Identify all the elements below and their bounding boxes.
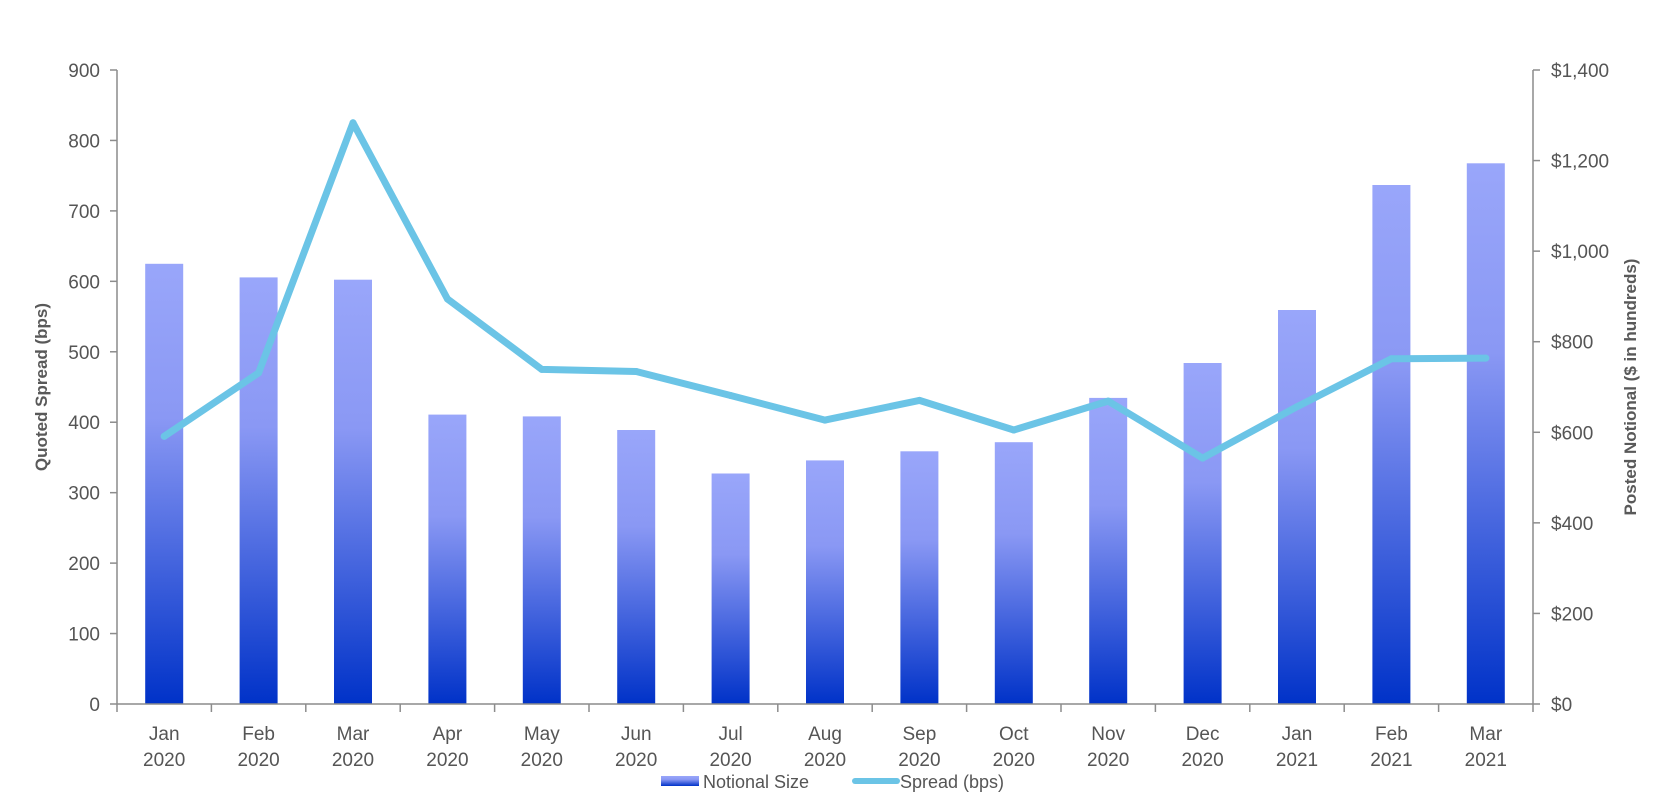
x-tick-label-month: Oct xyxy=(999,724,1029,745)
y-left-tick-label: 600 xyxy=(68,272,100,293)
x-tick-label-year: 2020 xyxy=(993,750,1035,771)
spread-point-8 xyxy=(915,396,923,404)
y-right-ticks: $0 $200 $400 $600 $800 $1,000 $1,200 $1,400 xyxy=(1533,61,1609,716)
y-right-tick-label: $1,000 xyxy=(1551,242,1609,263)
bar-11 xyxy=(1183,363,1222,704)
y-left-ticks: 0 100 200 300 400 500 600 700 800 900 xyxy=(68,61,117,716)
x-tick-label-month: Nov xyxy=(1091,724,1125,745)
x-tick-label-month: Mar xyxy=(1469,724,1502,745)
bar-13 xyxy=(1372,185,1411,704)
bar-6 xyxy=(711,473,750,704)
y-left-tick-label: 400 xyxy=(68,413,100,434)
bar-4 xyxy=(522,416,561,704)
y-left-tick-label: 500 xyxy=(68,343,100,364)
y-right-tick-label: $1,200 xyxy=(1551,152,1609,173)
y-left-tick-label: 300 xyxy=(68,484,100,505)
x-tick-label-year: 2020 xyxy=(143,750,185,771)
y-left-axis-title: Quoted Spread (bps) xyxy=(32,303,51,471)
x-tick-label-month: Dec xyxy=(1186,724,1220,745)
x-tick-label-month: Jul xyxy=(718,724,742,745)
spread-line-group xyxy=(160,119,1490,462)
y-right-tick-label: $0 xyxy=(1551,695,1572,716)
x-tick-label-year: 2020 xyxy=(804,750,846,771)
y-left-tick-label: 200 xyxy=(68,554,100,575)
bar-7 xyxy=(806,460,844,704)
bar-10 xyxy=(1089,397,1128,704)
spread-point-14 xyxy=(1482,354,1490,362)
x-tick-label-month: Jun xyxy=(621,724,652,745)
x-tick-label-month: Jan xyxy=(1282,724,1313,745)
y-left-tick-label: 700 xyxy=(68,202,100,223)
x-tick-label-year: 2020 xyxy=(709,750,751,771)
spread-point-7 xyxy=(821,416,829,424)
y-left-tick-label: 0 xyxy=(89,695,100,716)
bar-2 xyxy=(334,279,372,704)
y-left-tick-label: 100 xyxy=(68,625,100,646)
x-tick-label-year: 2020 xyxy=(1181,750,1223,771)
spread-point-2 xyxy=(349,119,357,127)
axes-group xyxy=(116,70,1534,705)
x-tick-label-month: Feb xyxy=(242,724,275,745)
y-right-tick-label: $400 xyxy=(1551,514,1593,535)
spread-point-10 xyxy=(1104,397,1112,405)
spread-point-9 xyxy=(1010,426,1018,434)
x-tick-label-year: 2020 xyxy=(521,750,563,771)
y-left-tick-label: 900 xyxy=(68,61,100,82)
y-left-tick-label: 800 xyxy=(68,131,100,152)
bar-8 xyxy=(900,451,939,704)
x-tick-label-year: 2021 xyxy=(1276,750,1318,771)
x-tick-label-year: 2020 xyxy=(615,750,657,771)
bar-14 xyxy=(1466,163,1505,705)
x-tick-label-month: May xyxy=(524,724,560,745)
bars-group xyxy=(145,163,1505,705)
x-tick-label-month: Jan xyxy=(149,724,180,745)
spread-point-1 xyxy=(255,369,263,377)
x-tick-label-year: 2020 xyxy=(1087,750,1129,771)
x-tick-label-year: 2021 xyxy=(1465,750,1507,771)
x-tick-label-month: Feb xyxy=(1375,724,1408,745)
y-right-axis-title: Posted Notional ($ in hundreds) xyxy=(1621,259,1640,516)
bar-5 xyxy=(617,430,656,704)
spread-point-13 xyxy=(1387,355,1395,363)
y-right-tick-label: $1,400 xyxy=(1551,61,1609,82)
y-right-tick-label: $800 xyxy=(1551,333,1593,354)
legend-label-notional: Notional Size xyxy=(703,772,809,792)
legend: Notional Size Spread (bps) xyxy=(661,772,1004,792)
x-tick-label-month: Aug xyxy=(808,724,842,745)
spread-point-0 xyxy=(160,432,168,440)
x-tick-label-year: 2020 xyxy=(426,750,468,771)
legend-label-spread: Spread (bps) xyxy=(900,772,1004,792)
x-ticks: Jan 2020 Feb 2020 Mar 2020 Apr 2020 May 2020 Jun 20… xyxy=(116,704,1534,771)
x-tick-label-year: 2020 xyxy=(237,750,279,771)
x-tick-label-month: Mar xyxy=(337,724,370,745)
y-right-tick-label: $200 xyxy=(1551,604,1593,625)
bar-0 xyxy=(145,263,184,704)
spread-point-3 xyxy=(443,295,451,303)
bar-12 xyxy=(1278,310,1316,704)
spread-point-5 xyxy=(632,368,640,375)
x-tick-label-year: 2020 xyxy=(332,750,374,771)
legend-swatch-notional xyxy=(661,776,699,786)
bar-9 xyxy=(994,442,1033,704)
spread-point-4 xyxy=(538,365,546,373)
spread-point-11 xyxy=(1199,454,1207,462)
x-tick-label-year: 2020 xyxy=(898,750,940,771)
bar-3 xyxy=(428,414,467,704)
x-tick-label-month: Sep xyxy=(902,724,936,745)
x-tick-label-year: 2021 xyxy=(1370,750,1412,771)
spread-point-6 xyxy=(727,392,735,399)
x-tick-label-month: Apr xyxy=(433,724,463,745)
spread-point-12 xyxy=(1293,403,1301,411)
y-right-tick-label: $600 xyxy=(1551,423,1593,444)
